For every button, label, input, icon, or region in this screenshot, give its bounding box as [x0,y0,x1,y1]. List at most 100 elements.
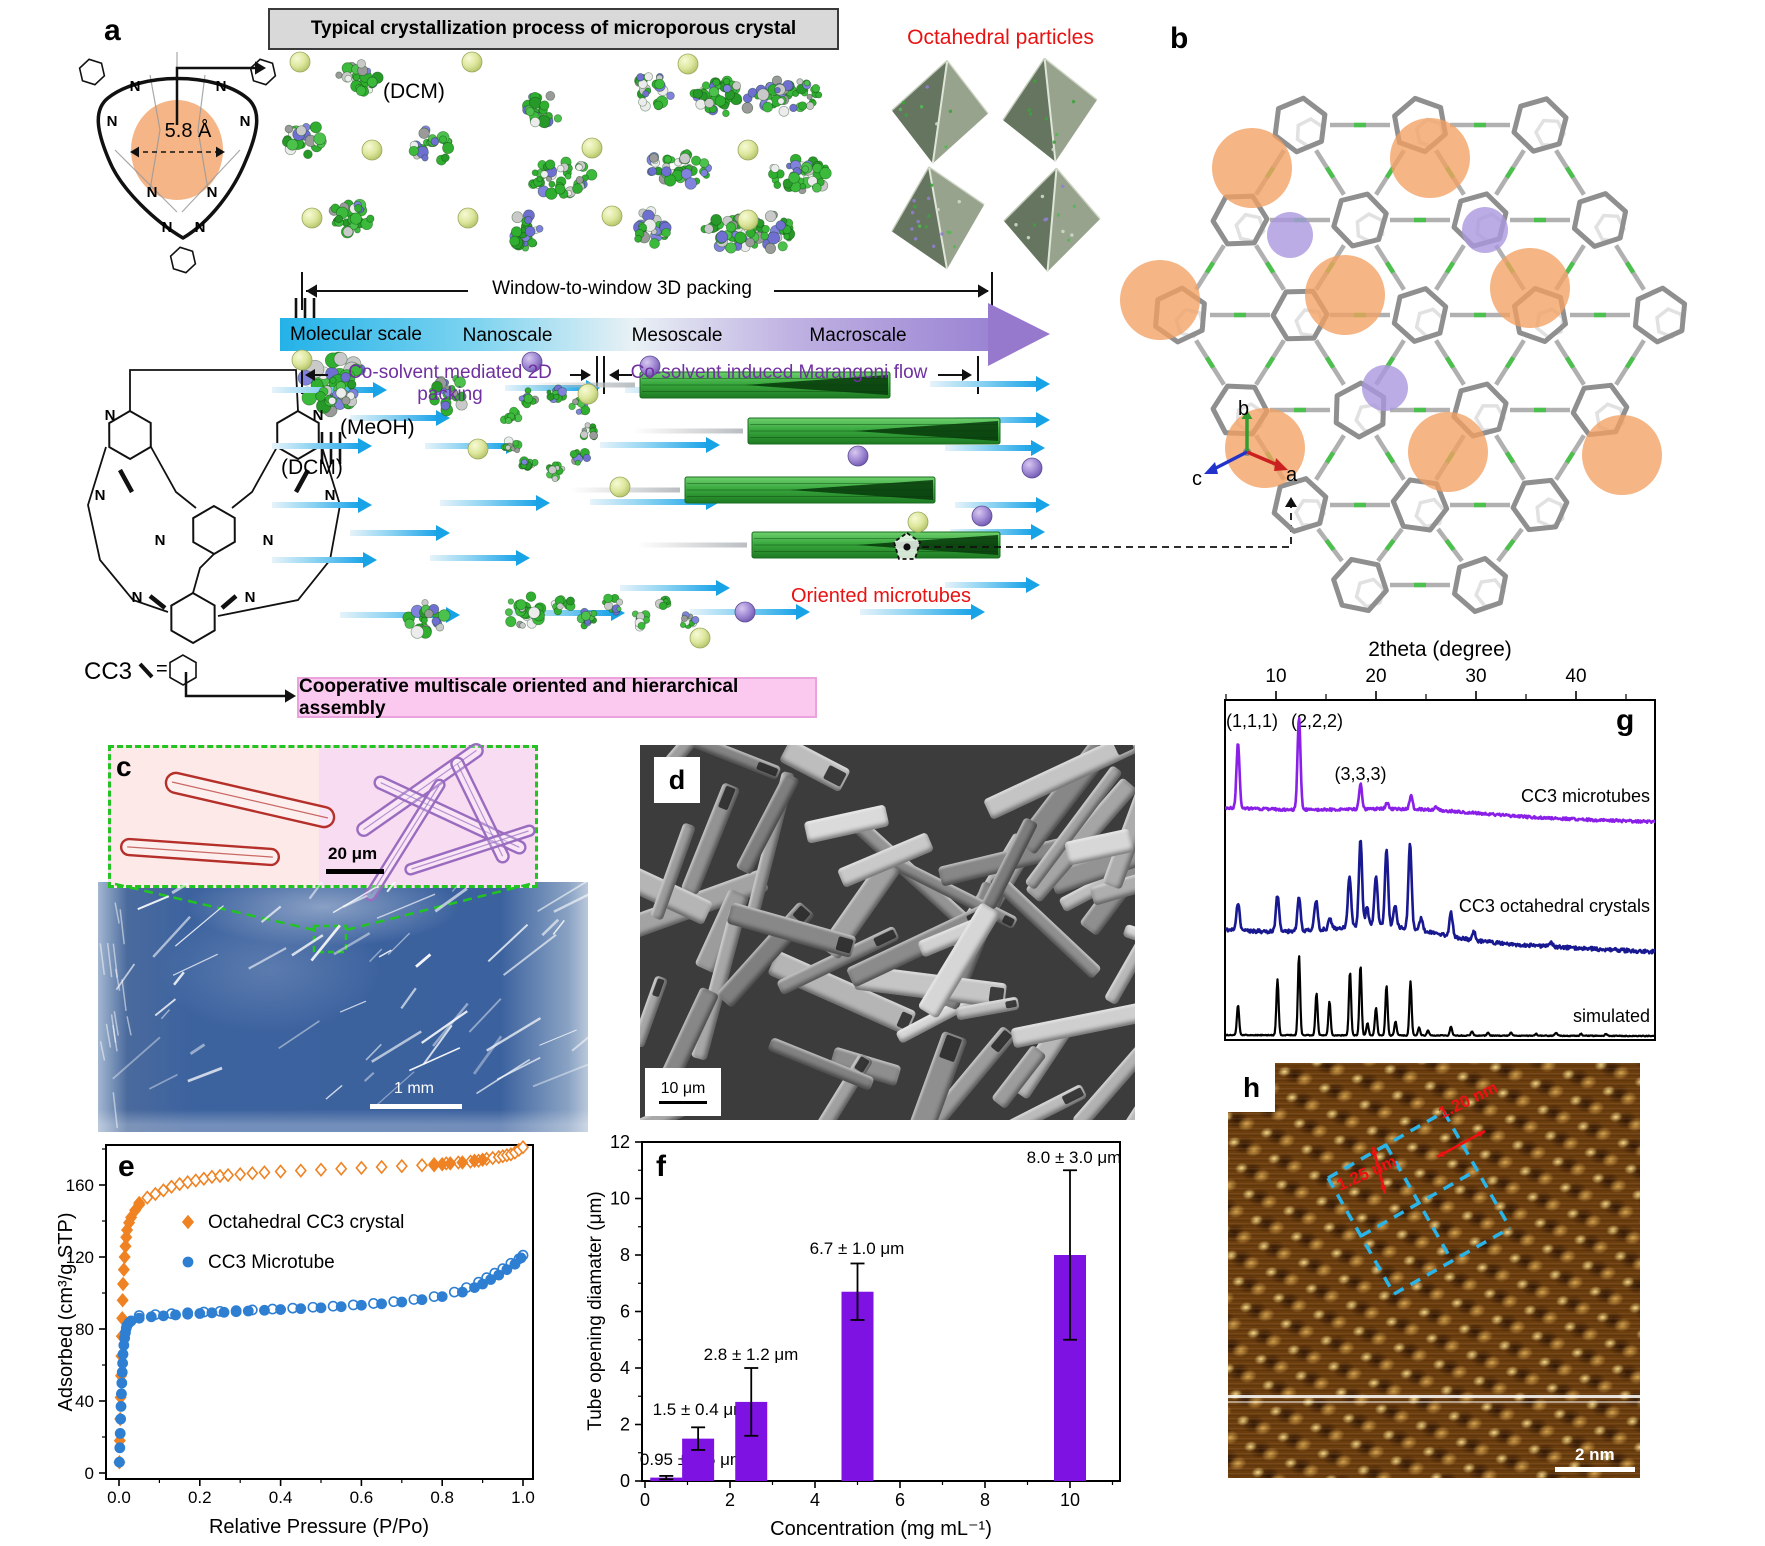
afm-unit-cell-lattice [1326,1110,1512,1296]
afm-noise-streak [1228,1401,1640,1403]
svg-text:N: N [95,487,106,504]
svg-text:6.7 ± 1.0 μm: 6.7 ± 1.0 μm [810,1239,905,1258]
panel-label-f: f [656,1150,666,1183]
sem-tube-opening [1004,999,1017,1010]
xrd-trace-cc3-octahedral-crystals: CC3 octahedral crystals [1225,839,1655,955]
svg-text:N: N [195,219,206,236]
svg-text:N: N [132,589,143,606]
sem-tube-opening [651,977,666,998]
sem-tube-opening [938,1034,962,1063]
xrd-trace-cc3-microtubes: CC3 microtubes [1225,717,1655,825]
panel-label-h: h [1242,1071,1261,1103]
svg-text:Concentration (mg mL⁻¹): Concentration (mg mL⁻¹) [770,1518,992,1540]
svg-text:6: 6 [620,1302,630,1322]
svg-text:(2,2,2): (2,2,2) [1291,711,1343,731]
svg-text:2: 2 [725,1490,735,1510]
afm-scalebar-label: 2 nm [1575,1445,1615,1464]
panel-h-afm-image: 2 nm 1.25 nm 1.20 nm [1228,1063,1640,1478]
tube-cross-section-annotation [892,497,1297,560]
window-packing-label: Window-to-window 3D packing [492,278,752,299]
annotation-arrows [138,61,296,703]
svg-text:Tube opening diamater (μm): Tube opening diamater (μm) [585,1191,606,1430]
inset-scalebar-label: 20 μm [328,844,378,863]
pore-diameter-label: 5.8 Å [164,120,212,142]
panel-label-b: b [1170,22,1189,55]
scale-macro-label: Macroscale [809,325,907,346]
svg-text:N: N [325,487,336,504]
svg-text:4: 4 [620,1358,630,1378]
svg-text:N: N [313,407,324,424]
panel-label-d: d [668,764,686,795]
bar-1.25: 1.5 ± 0.4 μm [653,1400,747,1481]
solvent-dcm-top-label: (DCM) [383,80,445,103]
svg-text:160: 160 [66,1176,94,1195]
crystal-axis-b-label: b [1238,398,1250,420]
svg-text:2.8 ± 1.2 μm: 2.8 ± 1.2 μm [704,1345,799,1364]
lattice-dimension-1: 1.25 nm [1334,1152,1400,1195]
sem-microtube [1010,999,1135,1049]
xrd-plot: 10 20 30 40 2theta (degree) (1,1,1) (2,2,2) (3,… [1224,638,1656,1041]
svg-text:N: N [130,78,141,95]
svg-text:0.0: 0.0 [107,1488,131,1507]
sem-tube-opening [823,765,847,787]
afm-annotation-overlay: 2 nm 1.25 nm 1.20 nm [1326,1078,1635,1472]
panel-label-e: e [118,1150,135,1183]
svg-text:N: N [105,407,116,424]
panel-label-g: g [1616,704,1635,737]
svg-text:20: 20 [1365,666,1386,687]
svg-text:0.4: 0.4 [269,1488,293,1507]
molecule-name-label: CC3 [84,658,133,685]
bar-10: 8.0 ± 3.0 μm [1027,1148,1122,1481]
xrd-trace-simulated: simulated [1225,955,1655,1038]
sem-tube-opening [872,928,897,947]
lattice-dimension-arrows [1371,1129,1486,1194]
svg-text:N: N [147,184,158,201]
cosolvent-2d-packing-label: Co-solvent mediated 2D packing [348,362,552,405]
bar-plot: 0 2 4 6 8 10 0 2 4 6 8 10 12 Concentration (mg mL⁻¹) T… [585,1135,1121,1540]
svg-text:CC3 microtubes: CC3 microtubes [1521,786,1650,806]
cyclohexane-equals-sign: = [156,658,168,680]
panel-label-c: c [116,751,132,782]
cc3-cage-structure-drawing: N N N N N N N N [78,52,277,274]
solvent-meoh-label: (MeOH) [340,416,415,439]
panel-label-a: a [104,14,121,47]
panel-d-sem-image [640,745,1135,1120]
sem-tube-opening [1001,914,1015,927]
tube-diameter-bar-chart: 0 2 4 6 8 10 0 2 4 6 8 10 12 Concentration (mg mL⁻¹) T… [585,1135,1122,1540]
bar-5: 6.7 ± 1.0 μm [810,1239,905,1481]
svg-text:0: 0 [640,1490,650,1510]
svg-text:6: 6 [895,1490,905,1510]
cosolvent-marangoni-label: Co-solvent induced Marangoni flow [630,362,928,383]
sem-scalebar-label: 10 μm [660,1080,706,1097]
svg-text:Adsorbed (cm³/g STP): Adsorbed (cm³/g STP) [58,1213,77,1412]
sem-microtube [640,974,669,1048]
scale-molecular-label: Molecular scale [290,324,422,345]
octahedral-particles-label: Octahedral particles [907,26,1094,49]
sem-tube-opening [717,785,736,811]
sem-scalebar-box: 10 μm [645,1068,721,1116]
crystal-axis-c-label: c [1192,468,1202,490]
svg-text:40: 40 [1565,666,1586,687]
inset-scalebar [326,869,384,874]
svg-text:10: 10 [1060,1490,1080,1510]
panel-c-inset-micrograph [108,745,538,888]
svg-text:N: N [240,113,251,130]
svg-text:4: 4 [810,1490,820,1510]
svg-text:8: 8 [980,1490,990,1510]
main-scalebar [370,1104,462,1109]
svg-text:N: N [207,184,218,201]
dcm-solution-molecules [281,51,832,254]
svg-text:120: 120 [66,1248,94,1267]
svg-text:0: 0 [85,1464,94,1483]
bottom-assembly-banner: Cooperative multiscale oriented and hier… [297,676,817,719]
svg-text:12: 12 [610,1135,630,1152]
sem-tube-opening [990,1029,1013,1054]
sem-tube-opening [1113,745,1135,756]
scale-meso-label: Mesoscale [631,325,723,346]
svg-text:2theta (degree): 2theta (degree) [1368,638,1512,661]
svg-text:8.0 ± 3.0 μm: 8.0 ± 3.0 μm [1027,1148,1122,1167]
svg-text:Octahedral CC3 crystal: Octahedral CC3 crystal [208,1212,404,1233]
scale-nano-label: Nanoscale [462,325,553,346]
isotherm-plot: 0.0 0.2 0.4 0.6 0.8 1.0 0 40 80 120 160 Relative Pr… [58,1144,535,1538]
